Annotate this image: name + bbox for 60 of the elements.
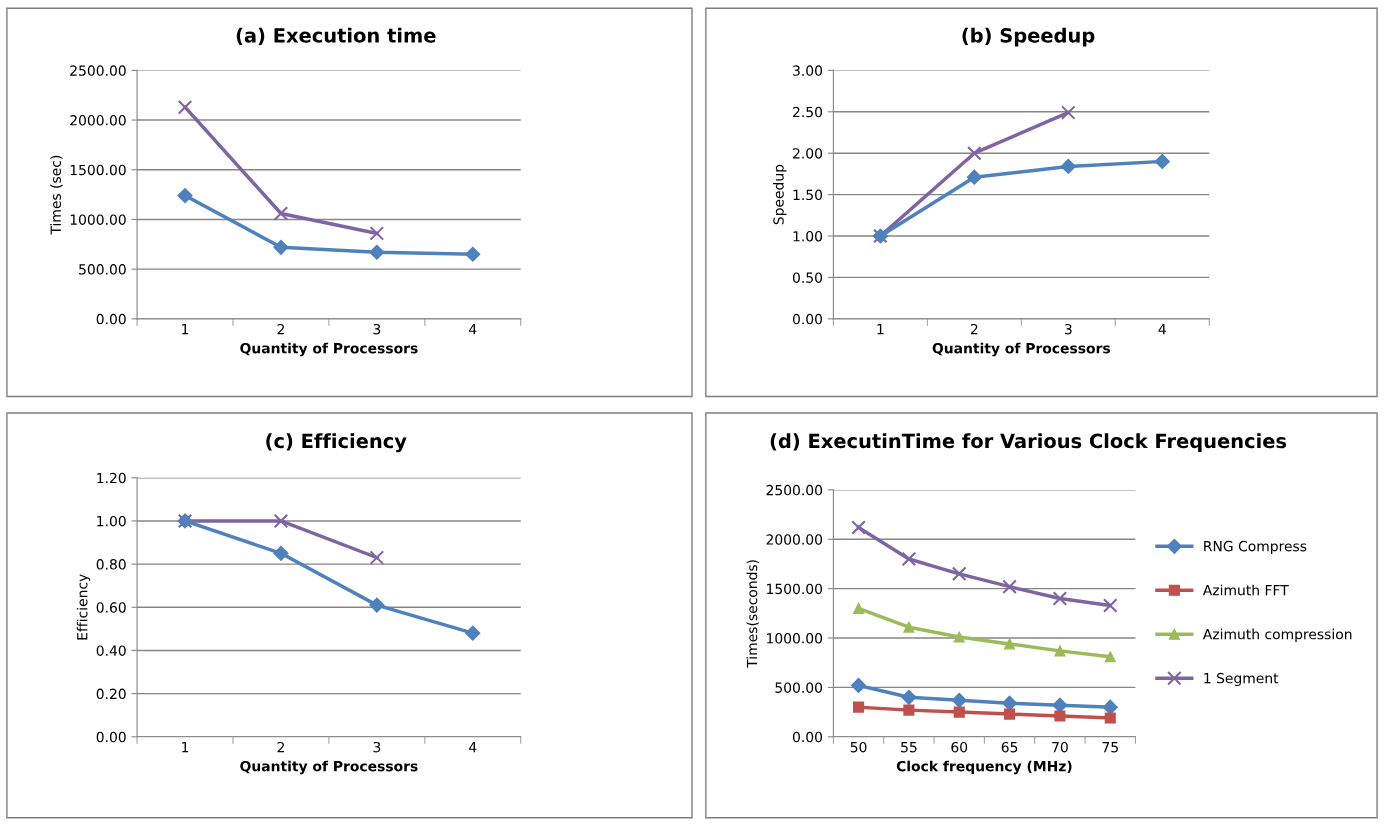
x-tick-label: 50	[850, 741, 867, 753]
x-tick-label: 4	[469, 742, 477, 753]
y-tick-label: 1.50	[793, 189, 823, 201]
y-tick-label: 1.00	[793, 230, 823, 242]
x-axis-title: Quantity of Processors	[240, 342, 418, 357]
x-tick-label: 2	[277, 741, 284, 753]
y-axis-title: Efficiency	[76, 574, 91, 640]
x-tick-label: 60	[951, 741, 968, 753]
y-tick-label: 500.00	[775, 682, 823, 693]
y-tick-label: 2500.00	[70, 65, 126, 76]
y-tick-label: 2.00	[793, 148, 823, 159]
x-tick-label: 2	[277, 323, 284, 335]
y-tick-label: 0.40	[96, 645, 126, 656]
y-tick-label: 0.00	[792, 731, 823, 743]
y-tick-label: 0.00	[96, 731, 126, 743]
x-tick-label: 4	[1158, 324, 1166, 335]
chart-title: (b) Speedup	[962, 27, 1095, 47]
legend-label: Azimuth FFT	[1202, 584, 1289, 596]
y-tick-label: 2.50	[793, 106, 823, 118]
y-tick-label: 2000.00	[70, 115, 126, 126]
y-tick-label: 2000.00	[766, 534, 823, 545]
y-tick-label: 500.00	[79, 264, 126, 275]
x-tick-label: 75	[1102, 742, 1118, 753]
y-axis-title: Speedup	[773, 164, 787, 225]
y-tick-label: 0.60	[96, 602, 126, 613]
legend-label: RNG Compress	[1204, 540, 1307, 555]
legend-label: Azimuth compression	[1202, 628, 1352, 643]
x-tick-label: 1	[877, 324, 884, 335]
x-tick-label: 1	[182, 742, 189, 753]
x-tick-label: 3	[373, 741, 381, 753]
y-tick-label: 3.00	[793, 65, 823, 76]
x-tick-label: 65	[1001, 741, 1018, 753]
x-axis-title: Clock frequency (MHz)	[896, 760, 1072, 775]
y-tick-label: 1500.00	[767, 583, 823, 595]
x-tick-label: 55	[901, 742, 917, 753]
y-tick-label: 1500.00	[70, 164, 126, 176]
x-tick-label: 2	[970, 323, 978, 335]
y-tick-label: 1.00	[97, 515, 126, 527]
y-tick-label: 0.50	[792, 272, 823, 283]
x-tick-label: 4	[469, 324, 477, 335]
x-tick-label: 70	[1052, 741, 1068, 753]
chart-title: (c) Efficiency	[266, 433, 407, 453]
y-tick-label: 0.00	[96, 313, 126, 325]
x-tick-label: 1	[182, 324, 189, 335]
y-tick-label: 2500.00	[766, 484, 823, 496]
chart-title: (d) ExecutinTime for Various Clock Frequencies	[770, 433, 1287, 453]
x-tick-label: 3	[1064, 323, 1072, 335]
y-tick-label: 1.20	[97, 472, 126, 484]
y-tick-label: 1000.00	[767, 633, 823, 644]
y-axis-title: Times (sec)	[50, 155, 63, 235]
x-axis-title: Quantity of Processors	[932, 342, 1111, 357]
chart-title: (a) Execution time	[236, 27, 436, 46]
y-tick-label: 0.00	[792, 313, 823, 325]
y-tick-label: 0.20	[96, 688, 126, 700]
y-tick-label: 1000.00	[70, 214, 126, 225]
y-tick-label: 0.80	[96, 559, 126, 570]
x-tick-label: 3	[373, 323, 381, 335]
legend-label: 1 Segment	[1204, 672, 1279, 687]
y-axis-title: Times(seconds)	[746, 560, 759, 668]
x-axis-title: Quantity of Processors	[240, 760, 418, 775]
